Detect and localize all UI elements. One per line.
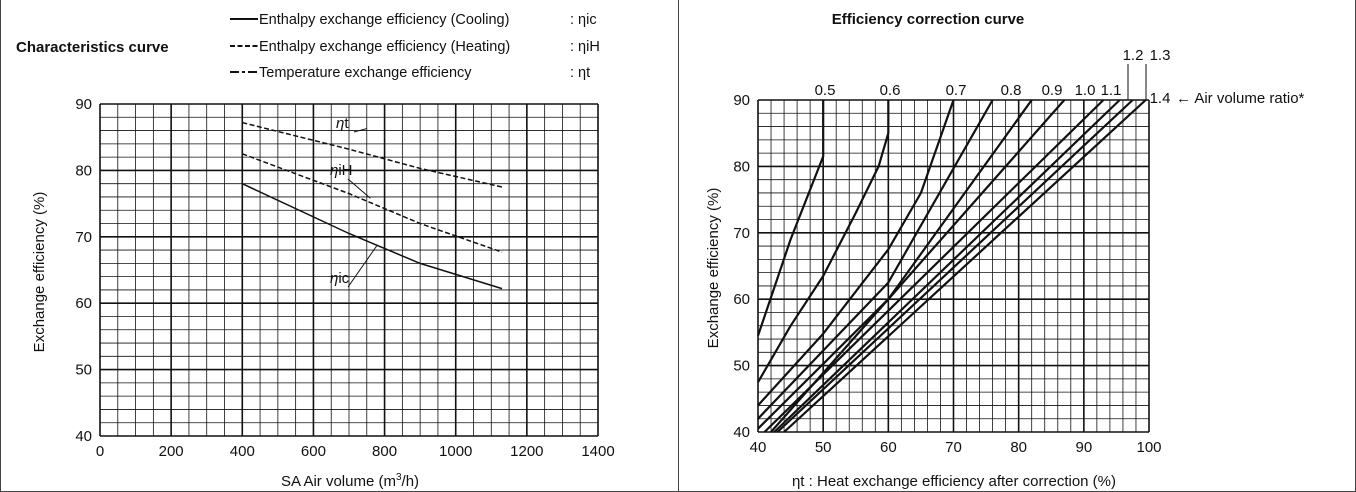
right-x-tick-label: 60 bbox=[880, 439, 897, 456]
left-y-tick-label: 50 bbox=[75, 362, 92, 379]
left-x-tick-label: 800 bbox=[372, 443, 397, 460]
left-y-axis-label: Exchange efficiency (%) bbox=[31, 192, 48, 353]
right-x-tick-label: 90 bbox=[1075, 439, 1092, 456]
right-y-tick-label: 80 bbox=[733, 158, 750, 175]
legend-symbol-temperature: : ηt bbox=[570, 65, 590, 81]
right-y-tick-label: 60 bbox=[733, 291, 750, 308]
left-chart-title: Characteristics curve bbox=[16, 39, 169, 56]
right-y-tick-label: 90 bbox=[733, 92, 750, 109]
legend-symbol-cooling: : ηic bbox=[570, 12, 597, 28]
left-x-ticks: 0 200 400 600 800 1000 1200 1400 bbox=[96, 443, 615, 460]
series-label-sub: ic bbox=[338, 270, 349, 287]
right-x-tick-label: 80 bbox=[1010, 439, 1027, 456]
left-series bbox=[241, 121, 503, 290]
correction-curve-0.7 bbox=[757, 99, 955, 407]
correction-curve-0.5 bbox=[756, 100, 825, 337]
left-legend: Enthalpy exchange efficiency (Cooling) :… bbox=[230, 12, 600, 81]
left-y-ticks: 40 50 60 70 80 90 bbox=[75, 96, 92, 445]
legend-label-temperature: Temperature exchange efficiency bbox=[259, 65, 472, 81]
right-chart-title: Efficiency correction curve bbox=[832, 11, 1025, 28]
series-label-sub: iH bbox=[338, 162, 352, 179]
right-x-tick-label: 100 bbox=[1136, 439, 1161, 456]
right-x-tick-label: 70 bbox=[945, 439, 962, 456]
series-leader-ηic bbox=[347, 244, 378, 288]
series-label-ηic: ηic bbox=[330, 270, 350, 287]
right-x-tick-label: 50 bbox=[815, 439, 832, 456]
correction-curve-1.2 bbox=[773, 99, 1121, 433]
ratio-label-0.9: 0.9 bbox=[1042, 82, 1063, 99]
left-x-tick-label: 600 bbox=[301, 443, 326, 460]
correction-curve-1.1 bbox=[763, 99, 1105, 433]
legend-symbol-heating: : ηiH bbox=[570, 39, 600, 55]
right-y-ticks: 40 50 60 70 80 90 bbox=[733, 92, 750, 441]
right-x-ticks: 40 50 60 70 80 90 100 bbox=[750, 439, 1162, 456]
left-x-tick-label: 1400 bbox=[581, 443, 614, 460]
legend-label-cooling: Enthalpy exchange efficiency (Cooling) bbox=[259, 12, 509, 28]
right-ratio-labels: 0.5 0.6 0.7 0.8 0.9 1.0 1.1 1.2 1.3 1.4 bbox=[815, 47, 1171, 107]
series-label-greek: η bbox=[330, 270, 338, 287]
series-label-sub: t bbox=[344, 115, 349, 132]
ratio-label-1.3: 1.3 bbox=[1150, 47, 1171, 64]
left-x-label-main: SA Air volume (m bbox=[281, 473, 396, 490]
air-volume-ratio-label: ← Air volume ratio* bbox=[1176, 90, 1305, 107]
right-y-tick-label: 40 bbox=[733, 424, 750, 441]
series-label-greek: η bbox=[336, 115, 344, 132]
right-x-tick-label: 40 bbox=[750, 439, 767, 456]
series-line-ηiH bbox=[242, 153, 503, 253]
ratio-label-1.0: 1.0 bbox=[1075, 82, 1096, 99]
right-y-tick-label: 50 bbox=[733, 358, 750, 375]
right-y-tick-label: 70 bbox=[733, 225, 750, 242]
left-y-tick-label: 70 bbox=[75, 229, 92, 246]
right-x-axis-label: ηt : Heat exchange efficiency after corr… bbox=[792, 473, 1116, 490]
legend-label-heating: Enthalpy exchange efficiency (Heating) bbox=[259, 39, 510, 55]
correction-curve-0.8 bbox=[757, 99, 994, 420]
left-x-label-tail: /h) bbox=[402, 473, 420, 490]
efficiency-correction-chart: Efficiency correction curve 40 50 60 70 80 90… bbox=[705, 11, 1305, 490]
correction-curve-1.4 bbox=[783, 99, 1147, 433]
left-x-tick-label: 200 bbox=[159, 443, 184, 460]
left-x-tick-label: 1200 bbox=[510, 443, 543, 460]
left-x-tick-label: 1000 bbox=[439, 443, 472, 460]
ratio-label-0.5: 0.5 bbox=[815, 82, 836, 99]
series-line-ηt bbox=[242, 121, 503, 188]
ratio-label-1.1: 1.1 bbox=[1101, 82, 1122, 99]
series-leader-ηiH bbox=[347, 178, 371, 199]
series-label-greek: η bbox=[330, 162, 338, 179]
series-leader-ηt bbox=[353, 128, 367, 133]
left-major-grid bbox=[99, 103, 599, 437]
left-x-tick-label: 0 bbox=[96, 443, 104, 460]
ratio-label-1.4: 1.4 bbox=[1150, 90, 1171, 107]
left-y-tick-label: 90 bbox=[75, 96, 92, 113]
left-y-tick-label: 40 bbox=[75, 428, 92, 445]
ratio-label-0.8: 0.8 bbox=[1001, 82, 1022, 99]
correction-curve-1.3 bbox=[776, 99, 1134, 433]
ratio-label-0.7: 0.7 bbox=[946, 82, 967, 99]
left-x-label-sup: 3 bbox=[396, 472, 402, 483]
right-curves bbox=[756, 99, 1147, 433]
characteristics-chart: Characteristics curve Enthalpy exchange … bbox=[16, 12, 615, 490]
ratio-label-1.2: 1.2 bbox=[1123, 47, 1144, 64]
series-label-ηt: ηt bbox=[336, 115, 349, 132]
left-y-tick-label: 80 bbox=[75, 162, 92, 179]
correction-curve-0.9 bbox=[757, 99, 1033, 430]
series-label-ηiH: ηiH bbox=[330, 162, 353, 179]
right-y-axis-label: Exchange efficiency (%) bbox=[705, 188, 722, 349]
left-x-tick-label: 400 bbox=[230, 443, 255, 460]
correction-curve-0.6 bbox=[757, 100, 890, 383]
ratio-label-0.6: 0.6 bbox=[880, 82, 901, 99]
left-minor-grid bbox=[100, 104, 598, 436]
left-x-axis-label: SA Air volume (m3/h) bbox=[281, 472, 419, 490]
left-y-tick-label: 60 bbox=[75, 295, 92, 312]
series-line-ηic bbox=[241, 183, 503, 290]
